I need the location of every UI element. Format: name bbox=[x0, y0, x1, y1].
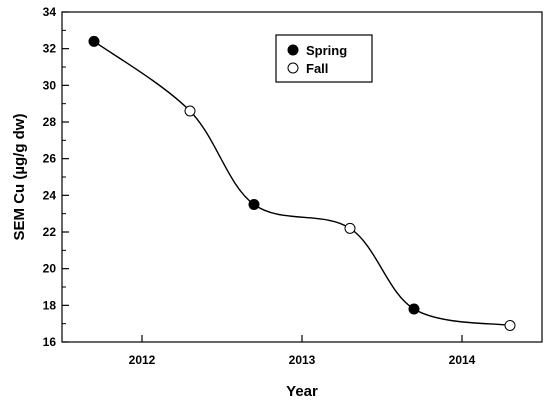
point-fall bbox=[184, 105, 196, 117]
point-spring bbox=[248, 199, 260, 210]
x-axis: 2012 2013 2014 bbox=[129, 335, 476, 367]
point-fall bbox=[344, 222, 356, 234]
legend-marker-fall bbox=[287, 62, 299, 74]
y-tick-label: 18 bbox=[43, 298, 57, 312]
y-tick-label: 22 bbox=[43, 225, 57, 239]
legend-label-spring: Spring bbox=[306, 43, 347, 58]
y-tick-label: 26 bbox=[43, 152, 57, 166]
y-tick-label: 28 bbox=[43, 115, 57, 129]
y-tick-label: 34 bbox=[43, 5, 57, 19]
legend: Spring Fall bbox=[275, 34, 373, 83]
legend-marker-spring bbox=[287, 44, 299, 56]
x-tick-label: 2014 bbox=[449, 353, 476, 367]
y-axis-label: SEM Cu (µg/g dw) bbox=[11, 114, 28, 241]
x-tick-label: 2012 bbox=[129, 353, 156, 367]
y-tick-label: 32 bbox=[43, 42, 57, 56]
point-fall bbox=[504, 320, 516, 331]
data-points bbox=[88, 35, 516, 331]
point-spring bbox=[408, 303, 420, 315]
y-tick-label: 24 bbox=[43, 188, 57, 202]
series-line bbox=[93, 40, 511, 327]
point-spring bbox=[88, 35, 100, 47]
x-axis-label: Year bbox=[286, 383, 318, 400]
legend-label-fall: Fall bbox=[306, 61, 328, 76]
y-tick-label: 16 bbox=[43, 335, 57, 349]
y-tick-label: 20 bbox=[43, 262, 57, 276]
legend-box bbox=[275, 34, 373, 83]
x-tick-label: 2013 bbox=[289, 353, 316, 367]
y-tick-label: 30 bbox=[43, 78, 57, 92]
y-axis: 16 18 20 22 24 26 28 30 32 34 bbox=[43, 5, 69, 349]
